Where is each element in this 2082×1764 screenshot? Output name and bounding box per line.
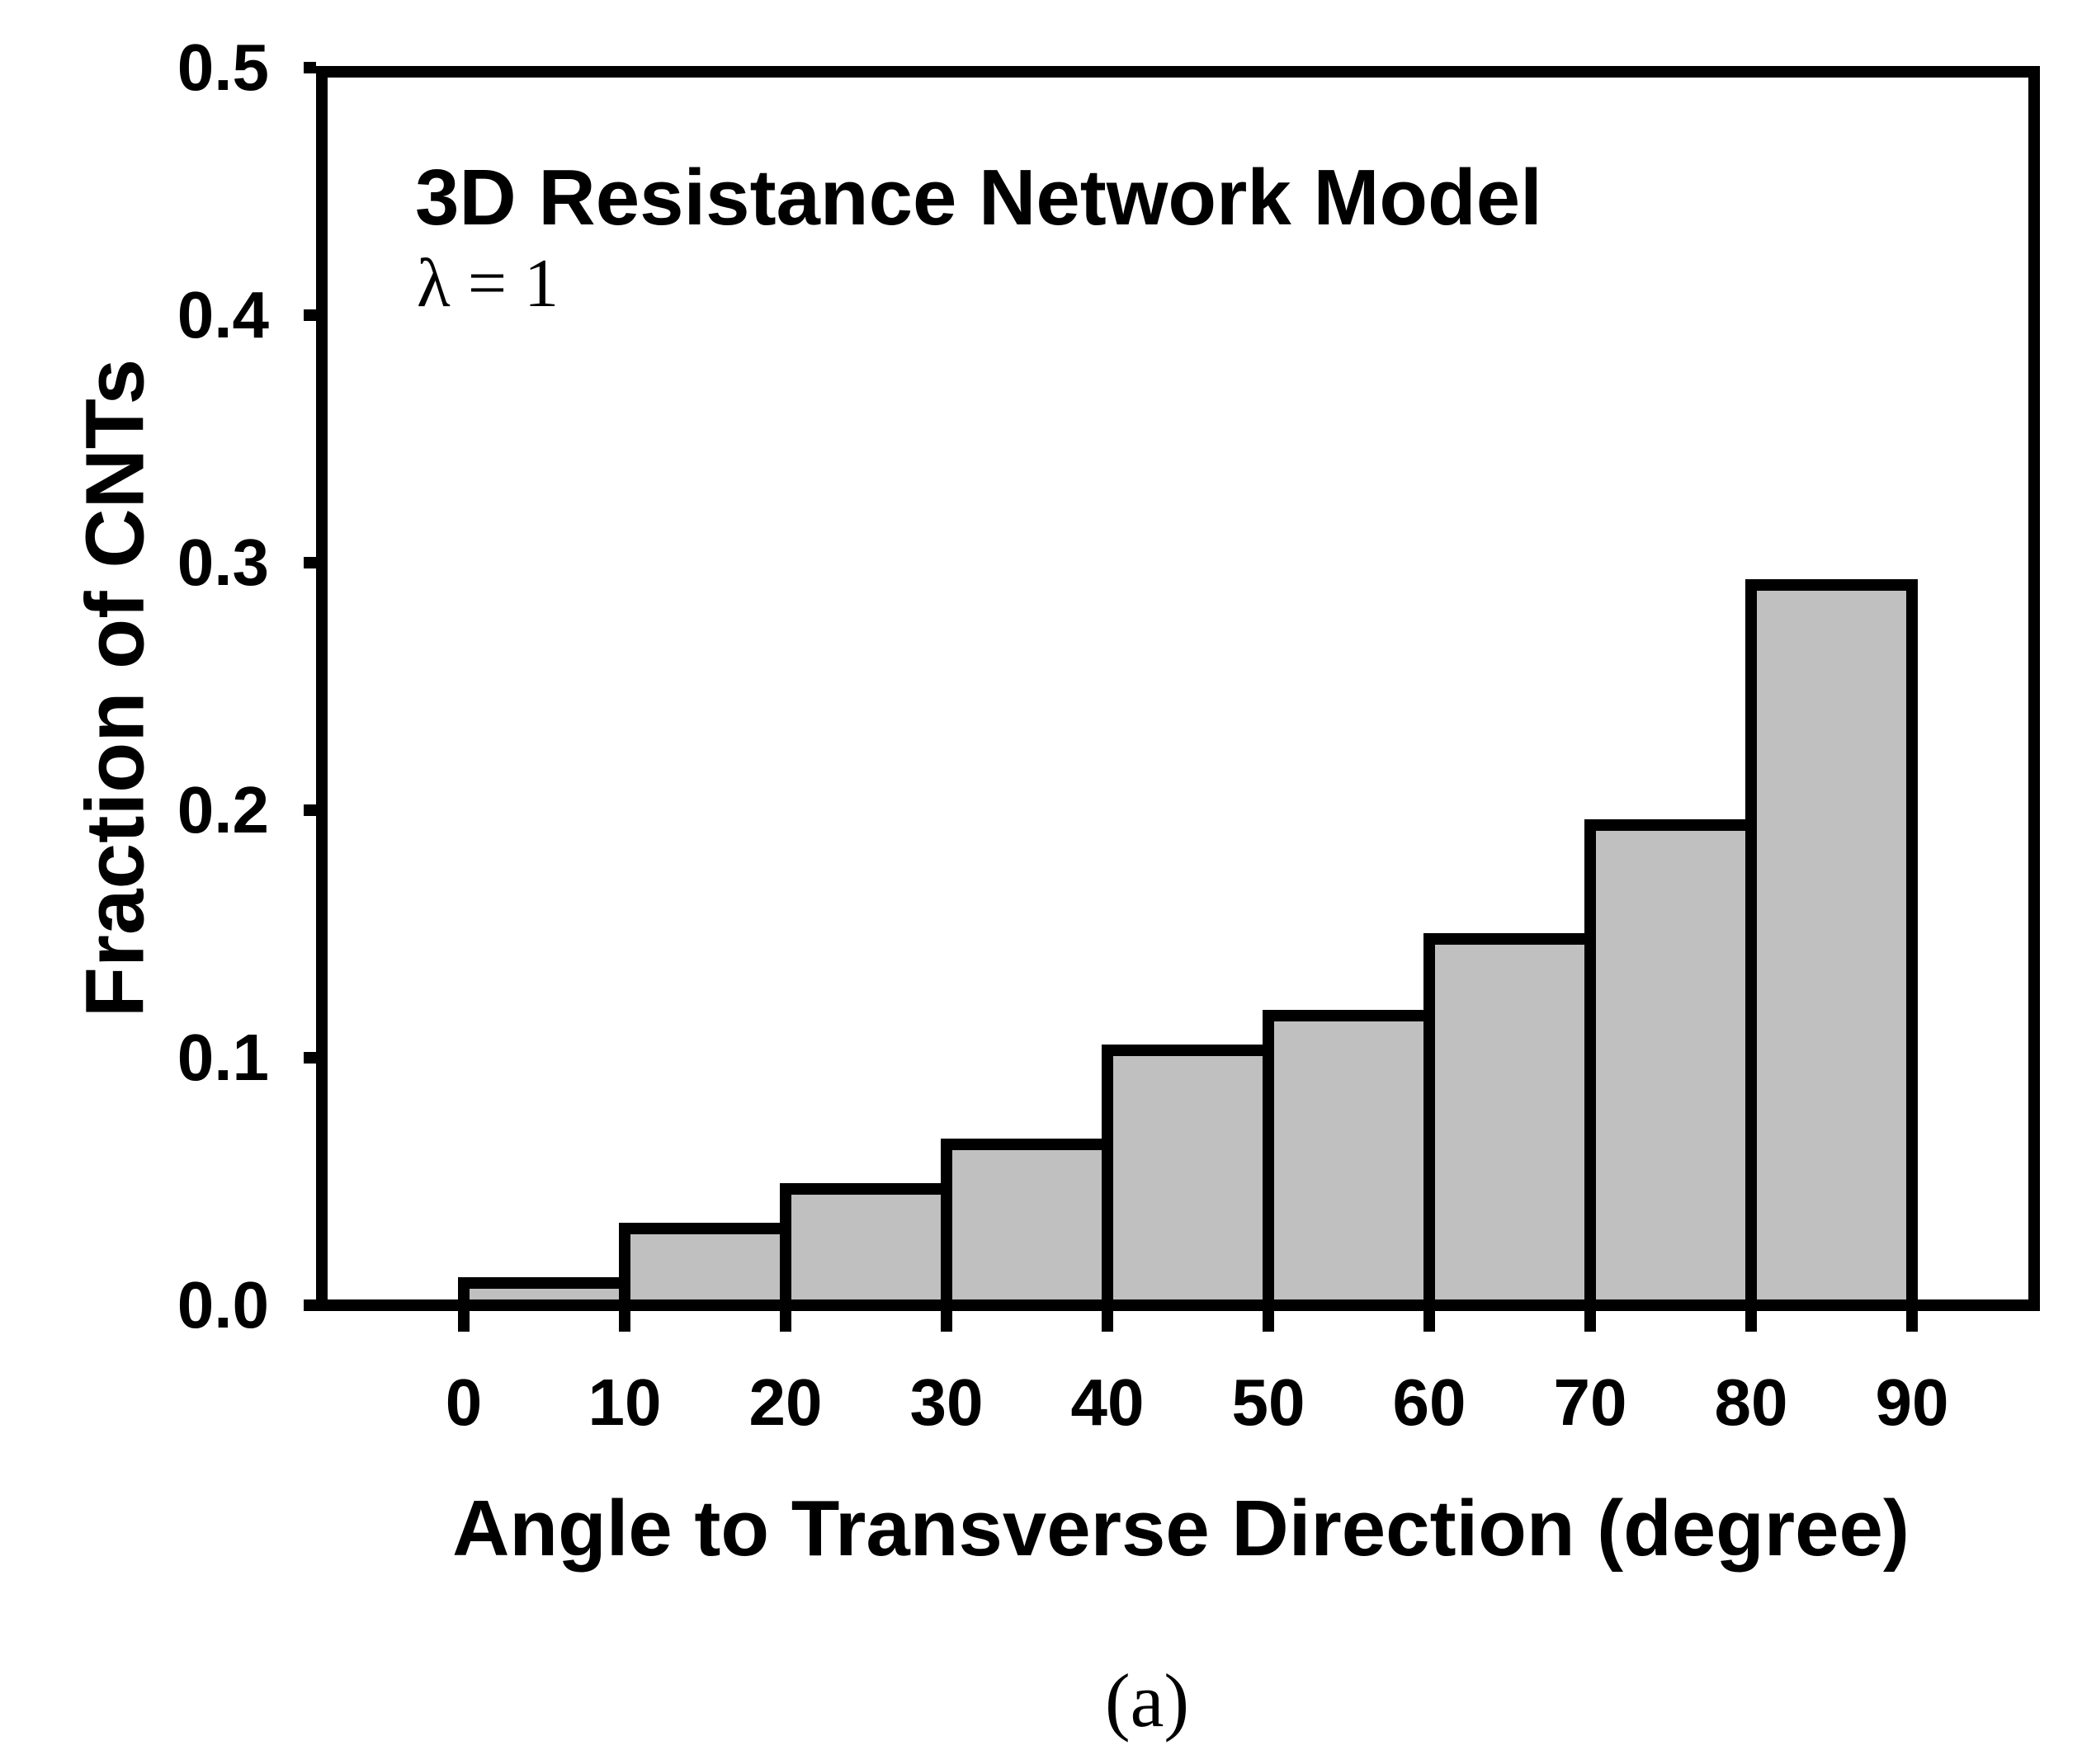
histogram-bar xyxy=(1423,933,1596,1311)
y-axis-tick xyxy=(304,309,316,321)
x-axis-tick xyxy=(780,1311,791,1332)
y-axis-tick xyxy=(304,804,316,816)
lambda-annotation: λ = 1 xyxy=(417,245,559,322)
x-axis-tick xyxy=(1584,1311,1596,1332)
x-tick-label: 0 xyxy=(445,1365,483,1439)
x-tick-label: 80 xyxy=(1714,1365,1788,1439)
x-axis-tick xyxy=(1423,1311,1435,1332)
chart-title: 3D Resistance Network Model xyxy=(415,153,1542,242)
x-tick-label: 50 xyxy=(1231,1365,1305,1439)
x-axis-tick xyxy=(1263,1311,1274,1332)
plot-frame xyxy=(316,66,2040,1311)
x-axis-tick xyxy=(1906,1311,1918,1332)
y-axis-tick xyxy=(304,1052,316,1064)
y-tick-label: 0.5 xyxy=(177,31,269,104)
x-tick-label: 60 xyxy=(1392,1365,1466,1439)
x-tick-label: 70 xyxy=(1553,1365,1627,1439)
x-axis-tick xyxy=(1745,1311,1757,1332)
y-tick-label: 0.1 xyxy=(177,1021,269,1094)
x-axis-label: Angle to Transverse Direction (degree) xyxy=(452,1484,1910,1573)
y-axis-tick xyxy=(304,557,316,568)
x-axis-tick xyxy=(1102,1311,1113,1332)
y-axis-tick xyxy=(304,1299,316,1311)
y-tick-label: 0.3 xyxy=(177,526,269,599)
y-axis-label: Fraction of CNTs xyxy=(68,358,162,1018)
x-tick-label: 10 xyxy=(588,1365,662,1439)
x-axis-tick xyxy=(941,1311,952,1332)
x-axis-tick xyxy=(458,1311,470,1332)
x-tick-label: 90 xyxy=(1875,1365,1949,1439)
y-tick-label: 0.0 xyxy=(177,1268,269,1342)
histogram-bar xyxy=(941,1139,1113,1311)
x-axis-tick xyxy=(619,1311,630,1332)
y-axis-tick xyxy=(304,62,316,73)
y-tick-label: 0.4 xyxy=(177,278,269,351)
x-tick-label: 40 xyxy=(1070,1365,1145,1439)
histogram-bar xyxy=(1745,579,1918,1311)
y-tick-label: 0.2 xyxy=(177,773,269,847)
x-tick-label: 30 xyxy=(909,1365,984,1439)
panel-label: (a) xyxy=(1104,1658,1190,1743)
x-tick-label: 20 xyxy=(748,1365,823,1439)
